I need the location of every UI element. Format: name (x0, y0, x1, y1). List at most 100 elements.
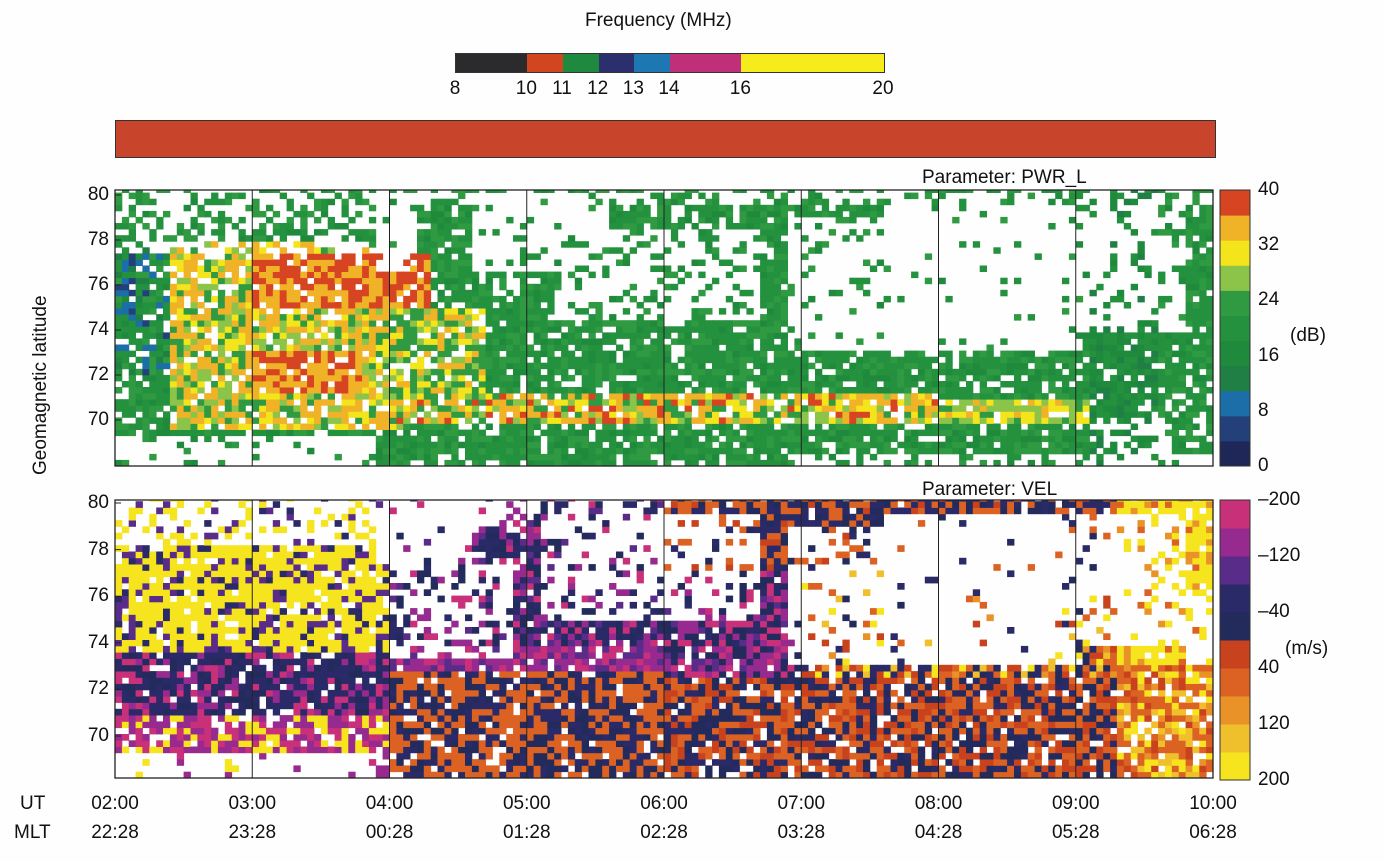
pwr-cell (718, 423, 727, 430)
pwr-cell (492, 338, 500, 345)
pwr-cell (677, 447, 685, 455)
pwr-cell (368, 235, 377, 242)
pwr-cell (760, 302, 768, 309)
pwr-cell (231, 326, 239, 333)
pwr-cell (780, 362, 788, 370)
pwr-cell (115, 265, 123, 272)
pwr-cell (417, 314, 425, 321)
pwr-cell (190, 344, 198, 351)
pwr-cell (259, 417, 267, 424)
pwr-cell (451, 190, 459, 193)
pwr-cell (636, 417, 644, 424)
pwr-cell (430, 314, 438, 321)
pwr-cell (245, 302, 253, 309)
pwr-cell (622, 362, 631, 370)
pwr-cell (451, 289, 459, 297)
pwr-cell (382, 387, 390, 394)
pwr-cell (266, 283, 274, 291)
pwr-cell (519, 223, 528, 230)
pwr-cell (554, 320, 562, 327)
pwr-cell (197, 320, 205, 327)
pwr-cell (478, 387, 486, 394)
pwr-cell (142, 326, 150, 333)
pwr-cell (423, 411, 432, 418)
pwr-cell (485, 387, 493, 394)
pwr-cell (410, 399, 418, 406)
pwr-cell (485, 356, 493, 364)
pwr-cell (279, 229, 287, 236)
pwr-cell (664, 399, 672, 406)
pwr-cell (506, 320, 514, 327)
pwr-cell (766, 344, 775, 351)
frequency-legend-title: Frequency (MHz) (585, 10, 732, 31)
pwr-cell (204, 362, 212, 370)
pwr-cell (718, 447, 727, 455)
pwr-cell (403, 441, 411, 449)
pwr-cell (320, 381, 329, 388)
pwr-cell (334, 453, 342, 461)
pwr-cell (698, 259, 706, 266)
pwr-cell (684, 190, 692, 193)
pwr-cell (746, 453, 754, 461)
pwr-cell (650, 393, 658, 400)
pwr-cell (451, 356, 459, 364)
pwr-cell (341, 417, 349, 424)
pwr-cell (725, 393, 734, 400)
pwr-cell (115, 277, 123, 285)
pwr-cell (519, 271, 528, 279)
pwr-cell (156, 387, 164, 394)
pwr-cell (664, 350, 672, 358)
pwr-cell (355, 308, 363, 315)
pwr-cell (190, 405, 198, 412)
pwr-cell (595, 362, 603, 370)
pwr-cell (183, 374, 191, 382)
pwr-cell (554, 356, 562, 364)
pwr-cell (259, 283, 267, 291)
pwr-cell (547, 459, 555, 467)
pwr-cell (657, 356, 665, 364)
pwr-cell (554, 362, 562, 370)
pwr-cell (478, 356, 486, 364)
pwr-cell (334, 350, 342, 358)
pwr-cell (588, 441, 596, 449)
pwr-cell (121, 223, 130, 230)
pwr-cell (259, 235, 267, 242)
pwr-cell (574, 332, 583, 339)
pwr-cell (499, 393, 507, 400)
pwr-cell (746, 204, 754, 212)
pwr-cell (238, 235, 246, 242)
pwr-cell (128, 204, 136, 212)
pwr-cell (341, 277, 349, 285)
pwr-cell (389, 459, 397, 467)
pwr-cell (197, 289, 205, 297)
pwr-cell (698, 216, 706, 224)
pwr-cell (650, 350, 658, 358)
pwr-cell (396, 399, 404, 406)
pwr-cell (444, 447, 452, 455)
pwr-cell (348, 302, 356, 309)
pwr-cell (780, 368, 788, 376)
pwr-cell (485, 332, 493, 339)
pwr-cell (732, 344, 740, 351)
pwr-cell (183, 190, 191, 193)
pwr-cell (135, 320, 143, 327)
pwr-cell (602, 350, 610, 358)
pwr-cell (183, 338, 191, 345)
pwr-cell (664, 332, 672, 339)
pwr-cell (368, 241, 377, 248)
pwr-cell (279, 302, 287, 309)
pwr-cell (766, 326, 775, 333)
pwr-cell (519, 417, 528, 424)
pwr-cell (725, 381, 734, 388)
pwr-cell (698, 192, 706, 200)
pwr-cell (382, 308, 390, 315)
pwr-cell (341, 259, 349, 266)
pwr-cell (732, 399, 740, 406)
pwr-cell (286, 374, 294, 382)
pwr-cell (231, 350, 239, 358)
pwr-cell (417, 289, 425, 297)
pwr-cell (609, 356, 617, 364)
pwr-cell (519, 247, 528, 254)
pwr-cell (327, 289, 335, 297)
pwr-cell (554, 453, 562, 461)
